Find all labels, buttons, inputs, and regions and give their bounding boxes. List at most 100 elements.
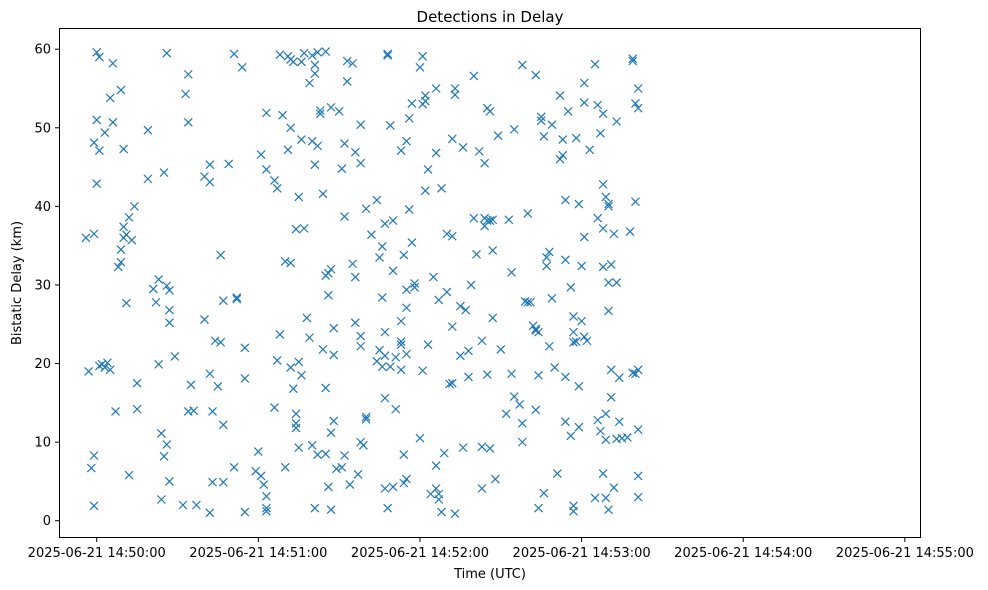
data-point [423,165,433,174]
data-point [469,213,479,223]
data-point [116,257,126,267]
data-point [105,365,115,375]
data-point [89,229,99,239]
data-point [156,429,166,438]
data-point [288,57,298,67]
data-point [86,463,96,473]
data-point [604,201,613,211]
data-point [81,233,91,243]
data-point [345,480,355,489]
data-point [356,120,366,130]
data-point [507,369,516,379]
y-axis-label: Bistatic Delay (km) [10,221,25,345]
data-point [353,469,363,479]
y-tick-label: 50 [34,121,51,136]
chart-title: Detections in Delay [417,8,564,26]
data-point [420,91,430,101]
data-point [601,192,611,202]
data-point [337,164,347,174]
data-point [633,471,643,481]
data-point [310,69,320,79]
data-point [552,469,562,478]
data-point [350,272,360,282]
data-point [291,409,301,419]
data-point [531,70,541,80]
data-point [329,323,339,333]
data-point [94,52,104,62]
data-point [237,62,247,72]
data-point [469,71,479,81]
data-point [447,378,457,388]
data-point [501,409,511,419]
data-point [601,409,611,419]
data-point [148,284,158,294]
data-point [593,415,603,425]
data-point [488,313,498,323]
data-point [323,482,333,492]
data-point [216,337,226,347]
data-point [256,150,266,159]
data-point [380,351,390,361]
data-point [539,488,549,498]
data-point [439,448,449,458]
data-point [116,245,126,255]
data-point [208,477,217,487]
x-axis-label: Time (UTC) [453,567,526,582]
data-point [482,370,492,379]
data-point [313,141,323,151]
data-point [261,108,271,118]
data-point [450,509,460,519]
data-point [361,414,371,424]
data-point [315,106,325,115]
data-point [162,48,172,58]
data-point [569,311,578,321]
data-point [628,54,638,64]
data-point [132,404,142,414]
data-point [94,146,104,156]
data-point [229,49,239,59]
data-point [278,110,288,120]
y-tick-label: 30 [34,278,51,293]
data-point [396,340,406,350]
data-point [604,306,613,316]
data-point [286,363,296,372]
data-point [321,47,331,56]
data-point [200,315,209,324]
data-point [561,255,570,265]
data-point [385,121,395,130]
data-point [356,341,366,351]
data-point [399,250,409,260]
data-point [288,384,298,394]
data-point [294,192,304,202]
data-point [496,344,506,354]
data-point [307,51,317,60]
data-point [313,450,323,460]
data-point [633,492,643,502]
data-point [542,261,551,271]
data-point [472,249,481,259]
data-point [458,143,468,152]
data-point [628,56,638,66]
x-axis-ticks: 2025-06-21 14:50:00 2025-06-21 14:51:00 20… [28,538,974,561]
data-point [189,406,199,416]
data-point [315,109,325,119]
data-point [577,316,587,326]
data-point [606,260,616,269]
data-point [318,344,328,354]
data-point [218,477,228,487]
data-point [143,125,153,135]
data-point [407,238,417,247]
data-point [186,380,196,390]
data-point [622,432,632,442]
data-point [159,451,169,461]
data-point [601,435,611,445]
data-point [418,51,428,61]
data-point [609,229,619,239]
data-point [396,316,406,326]
data-point [569,327,578,337]
data-point [431,148,441,158]
data-point [388,482,398,492]
data-point [216,250,226,260]
data-point [593,213,603,223]
